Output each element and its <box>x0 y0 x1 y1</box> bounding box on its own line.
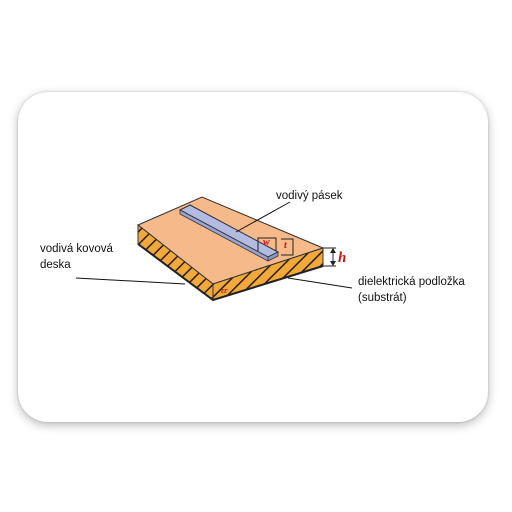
thickness-dimension <box>281 238 294 256</box>
width-symbol: w <box>263 237 270 248</box>
height-arrow-bottom <box>330 261 336 266</box>
plate-label-line1: vodivá kovová <box>40 243 113 255</box>
substrate-label-line1: dielektrická podložka <box>358 276 465 288</box>
width-dimension <box>257 237 277 251</box>
height-arrow-top <box>330 248 336 253</box>
substrate-leader-line <box>287 277 353 289</box>
ground-plate-edge <box>137 243 324 302</box>
strip-leader-line <box>235 201 291 233</box>
thickness-symbol: t <box>284 240 288 251</box>
strip-label: vodivý pásek <box>276 190 343 202</box>
substrate-label-line2: (substrát) <box>358 292 407 304</box>
permittivity-symbol: εr <box>221 286 228 295</box>
plate-label-line2: deska <box>40 259 71 271</box>
strip-side-face <box>179 209 269 262</box>
plate-leader-line <box>75 277 186 285</box>
height-symbol: h <box>338 250 346 266</box>
